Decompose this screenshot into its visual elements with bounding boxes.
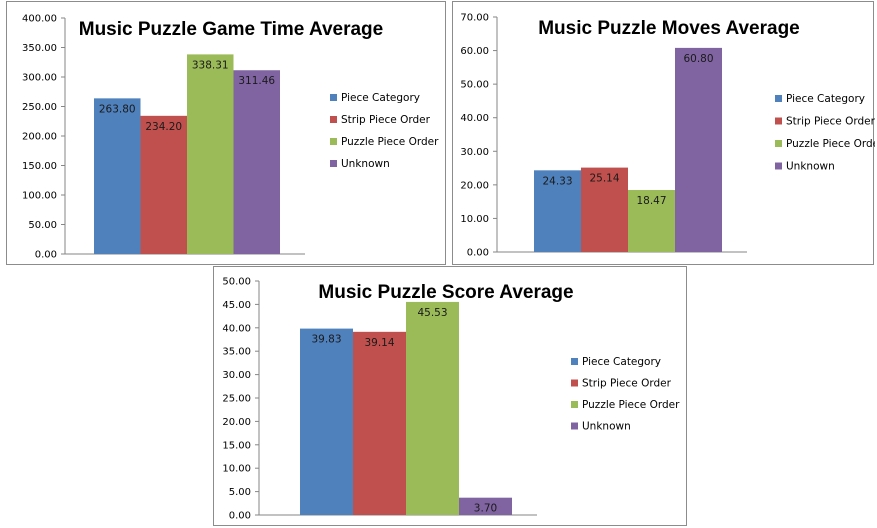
data-label: 39.14 [364,337,394,349]
data-label: 25.14 [589,173,619,185]
data-label: 60.80 [683,53,713,65]
bar [300,328,353,515]
y-tick-label: 70.00 [460,13,489,24]
legend-swatch [330,94,337,101]
y-tick-label: 400.00 [22,14,57,25]
data-label: 263.80 [99,103,136,115]
y-tick-label: 250.00 [22,102,57,113]
legend: Piece Category Strip Piece Order Puzzle Pi… [775,93,875,173]
bar [459,497,512,515]
legend-swatch [775,140,782,147]
y-tick-label: 300.00 [22,73,57,84]
legend-swatch [775,162,782,170]
legend-label: Puzzle Piece Order [341,136,439,148]
y-tick-label: 350.00 [22,43,57,54]
y-tick-label: 15.00 [222,440,251,451]
bar [353,331,406,515]
data-label: 18.47 [636,195,666,207]
chart-title: Music Puzzle Game Time Average [79,19,383,40]
y-tick-label: 20.00 [222,417,251,428]
data-label: 45.53 [417,307,447,319]
y-tick-label: 10.00 [222,464,251,475]
bar [94,98,141,254]
y-tick-label: 40.00 [460,113,489,124]
y-tick-label: 35.00 [222,347,251,358]
legend-swatch [571,379,578,387]
legend-label: Puzzle Piece Order [786,138,875,150]
bar [675,47,722,253]
legend-label: Strip Piece Order [341,114,431,126]
legend-label: Piece Category [582,356,661,368]
legend-swatch [330,160,337,167]
legend-label: Piece Category [341,92,420,104]
y-tick-label: 0.00 [467,248,489,259]
legend-swatch [330,116,337,123]
chart-panel-game-time: 0.00 50.00 100.00 150.00 200.00 250.00 300.00 3… [6,1,446,265]
y-tick-label: 30.00 [460,147,489,158]
legend-label: Unknown [582,421,631,433]
y-tick-label: 0.00 [229,511,251,522]
data-label: 24.33 [542,175,572,187]
bar [233,70,280,254]
chart-title: Music Puzzle Score Average [318,282,573,303]
legend-label: Piece Category [786,93,865,105]
y-tick-label: 10.00 [460,214,489,225]
game-time-chart: 0.00 50.00 100.00 150.00 200.00 250.00 300.00 3… [22,14,439,261]
y-tick-label: 100.00 [22,191,57,202]
bar [581,167,628,252]
chart-title: Music Puzzle Moves Average [538,18,800,39]
legend-swatch [571,358,578,365]
legend-swatch [571,422,578,430]
moves-chart: 0.00 10.00 20.00 30.00 40.00 50.00 60.00 70.00 2… [460,13,875,259]
data-label: 234.20 [145,121,182,133]
legend-label: Unknown [786,161,835,173]
bar [628,189,675,252]
chart-panel-moves: 0.00 10.00 20.00 30.00 40.00 50.00 60.00 70.00 2… [452,1,875,265]
y-tick-label: 50.00 [460,80,489,91]
legend-label: Unknown [341,158,390,170]
legend-swatch [775,95,782,102]
legend-swatch [571,401,578,408]
y-tick-label: 50.00 [28,220,57,231]
data-label: 39.83 [311,334,341,346]
legend-label: Strip Piece Order [786,116,875,128]
y-tick-label: 45.00 [222,300,251,311]
legend-swatch [775,117,782,125]
bar [406,301,459,515]
y-tick-label: 40.00 [222,323,251,334]
y-tick-label: 150.00 [22,161,57,172]
score-chart: 0.00 5.00 10.00 15.00 20.00 25.00 30.00 35.00 40… [222,277,680,522]
legend-label: Puzzle Piece Order [582,399,680,411]
y-tick-label: 30.00 [222,370,251,381]
bar [187,54,234,255]
data-label: 3.70 [474,503,497,515]
y-tick-label: 50.00 [222,277,251,288]
chart-panel-score: 0.00 5.00 10.00 15.00 20.00 25.00 30.00 35.00 40… [213,266,687,526]
bar [534,170,581,252]
data-label: 311.46 [238,75,275,87]
data-label: 338.31 [192,59,229,71]
legend-label: Strip Piece Order [582,378,672,390]
y-tick-label: 5.00 [229,487,251,498]
y-tick-label: 25.00 [222,394,251,405]
y-tick-label: 60.00 [460,46,489,57]
legend-swatch [330,138,337,145]
bar [140,115,187,255]
y-tick-label: 200.00 [22,132,57,143]
legend: Piece Category Strip Piece Order Puzzle Pi… [571,356,680,433]
legend: Piece Category Strip Piece Order Puzzle Pi… [330,92,439,170]
y-tick-label: 20.00 [460,180,489,191]
y-tick-label: 0.00 [35,250,57,261]
